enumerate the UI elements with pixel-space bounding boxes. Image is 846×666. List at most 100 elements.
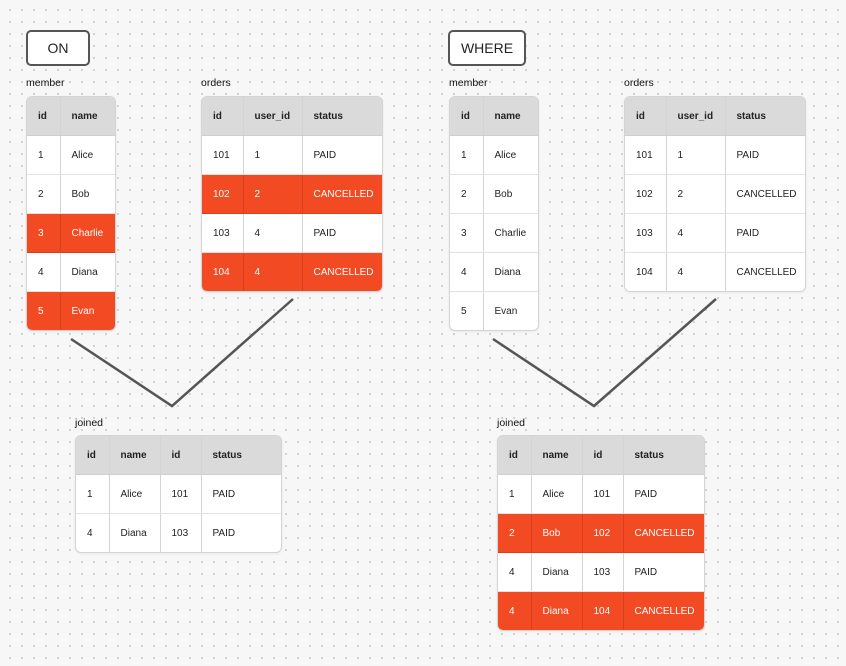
table-cell: 104 [202, 252, 244, 291]
column-header: name [531, 436, 583, 475]
table-cell: 2 [498, 513, 532, 553]
column-header: id [160, 436, 202, 475]
table-cell: Alice [531, 474, 583, 514]
column-header: id [27, 97, 61, 136]
column-header: id [498, 436, 532, 475]
table-cell: 1 [498, 474, 532, 514]
where-member-table: id name 1 Alice 2 Bob 3 Charlie 4 Diana 5 Evan [449, 96, 539, 331]
table-row-highlighted: 4 Diana 104 CANCELLED [498, 591, 704, 630]
table-row-highlighted: 102 2 CANCELLED [202, 174, 382, 214]
table-cell: 104 [582, 591, 624, 630]
table-cell: 4 [450, 252, 484, 292]
on-member-label: member [26, 77, 65, 89]
where-badge: WHERE [448, 30, 526, 66]
table-row-highlighted: 2 Bob 102 CANCELLED [498, 513, 704, 553]
table-cell: 1 [76, 474, 110, 514]
table-cell: Charlie [60, 213, 115, 253]
table-row: 101 1 PAID [202, 135, 382, 175]
table-cell: 102 [625, 174, 667, 214]
table-row: 2 Bob [450, 174, 538, 214]
column-header: user_id [666, 97, 726, 136]
table-cell: Diana [531, 591, 583, 630]
table-cell: 104 [625, 252, 667, 291]
on-connector [70, 298, 294, 408]
table-cell: 1 [27, 135, 61, 175]
table-row: 101 1 PAID [625, 135, 805, 175]
on-joined-label: joined [75, 417, 104, 429]
table-cell: CANCELLED [302, 252, 382, 291]
where-member-label: member [449, 77, 488, 89]
column-header: name [483, 97, 538, 136]
where-orders-table: id user_id status 101 1 PAID 102 2 CANCELLED 103 4… [624, 96, 806, 292]
table-cell: 4 [498, 552, 532, 592]
table-cell: 103 [582, 552, 624, 592]
table-cell: Alice [109, 474, 161, 514]
table-cell: 2 [666, 174, 726, 214]
table-cell: PAID [302, 213, 382, 253]
table-row: 5 Evan [450, 291, 538, 330]
table-cell: 4 [666, 213, 726, 253]
table-cell: 4 [76, 513, 110, 552]
table-cell: 1 [450, 135, 484, 175]
table-cell: Diana [483, 252, 538, 292]
header-row: id name id status [76, 436, 281, 475]
table-row: 1 Alice [27, 135, 115, 175]
table-cell: 5 [27, 291, 61, 330]
where-joined-label: joined [497, 417, 526, 429]
table-cell: 2 [450, 174, 484, 214]
table-cell: 101 [582, 474, 624, 514]
header-row: id name [27, 97, 115, 136]
column-header: status [623, 436, 704, 475]
table-row-highlighted: 5 Evan [27, 291, 115, 330]
table-row: 4 Diana 103 PAID [76, 513, 281, 552]
table-cell: 101 [160, 474, 202, 514]
table-cell: 103 [202, 213, 244, 253]
table-row: 4 Diana 103 PAID [498, 552, 704, 592]
table-row: 102 2 CANCELLED [625, 174, 805, 214]
table-row: 1 Alice 101 PAID [498, 474, 704, 514]
on-orders-table: id user_id status 101 1 PAID 102 2 CANCELLED 103 4… [201, 96, 383, 292]
table-row: 104 4 CANCELLED [625, 252, 805, 291]
column-header: status [725, 97, 805, 136]
table-cell: 102 [202, 174, 244, 214]
table-cell: Bob [60, 174, 115, 214]
table-cell: PAID [623, 474, 704, 514]
column-header: status [201, 436, 281, 475]
table-cell: 4 [27, 252, 61, 292]
table-cell: PAID [725, 213, 805, 253]
table-cell: Evan [494, 305, 518, 317]
table-cell: Evan [60, 291, 115, 330]
column-header: id [625, 97, 667, 136]
table-cell: Bob [483, 174, 538, 214]
column-header: id [450, 97, 484, 136]
header-row: id name id status [498, 436, 704, 475]
table-row: 103 4 PAID [202, 213, 382, 253]
table-cell: 4 [243, 213, 303, 253]
column-header: user_id [243, 97, 303, 136]
table-cell: CANCELLED [623, 513, 704, 553]
table-cell: PAID [302, 135, 382, 175]
header-row: id user_id status [625, 97, 805, 136]
table-cell: Bob [531, 513, 583, 553]
column-header: status [302, 97, 382, 136]
table-row: 2 Bob [27, 174, 115, 214]
on-joined-table: id name id status 1 Alice 101 PAID 4 Diana 103 PAID [75, 435, 282, 553]
table-cell: 102 [582, 513, 624, 553]
header-row: id user_id status [202, 97, 382, 136]
on-member-table: id name 1 Alice 2 Bob 3 Charlie 4 Diana 5 Evan [26, 96, 116, 331]
table-row: 103 4 PAID [625, 213, 805, 253]
column-header: name [109, 436, 161, 475]
where-joined-table: id name id status 1 Alice 101 PAID 2 Bob 102 CANCEL… [497, 435, 705, 631]
table-row: 4 Diana [450, 252, 538, 292]
table-cell: 4 [243, 252, 303, 291]
table-cell: 4 [498, 591, 532, 630]
column-header: id [202, 97, 244, 136]
table-cell: PAID [212, 527, 236, 539]
table-cell: Alice [483, 135, 538, 175]
table-cell: 1 [666, 135, 726, 175]
table-row: 3 Charlie [450, 213, 538, 253]
where-connector [492, 298, 717, 408]
on-orders-label: orders [201, 77, 231, 89]
table-cell: 3 [450, 213, 484, 253]
